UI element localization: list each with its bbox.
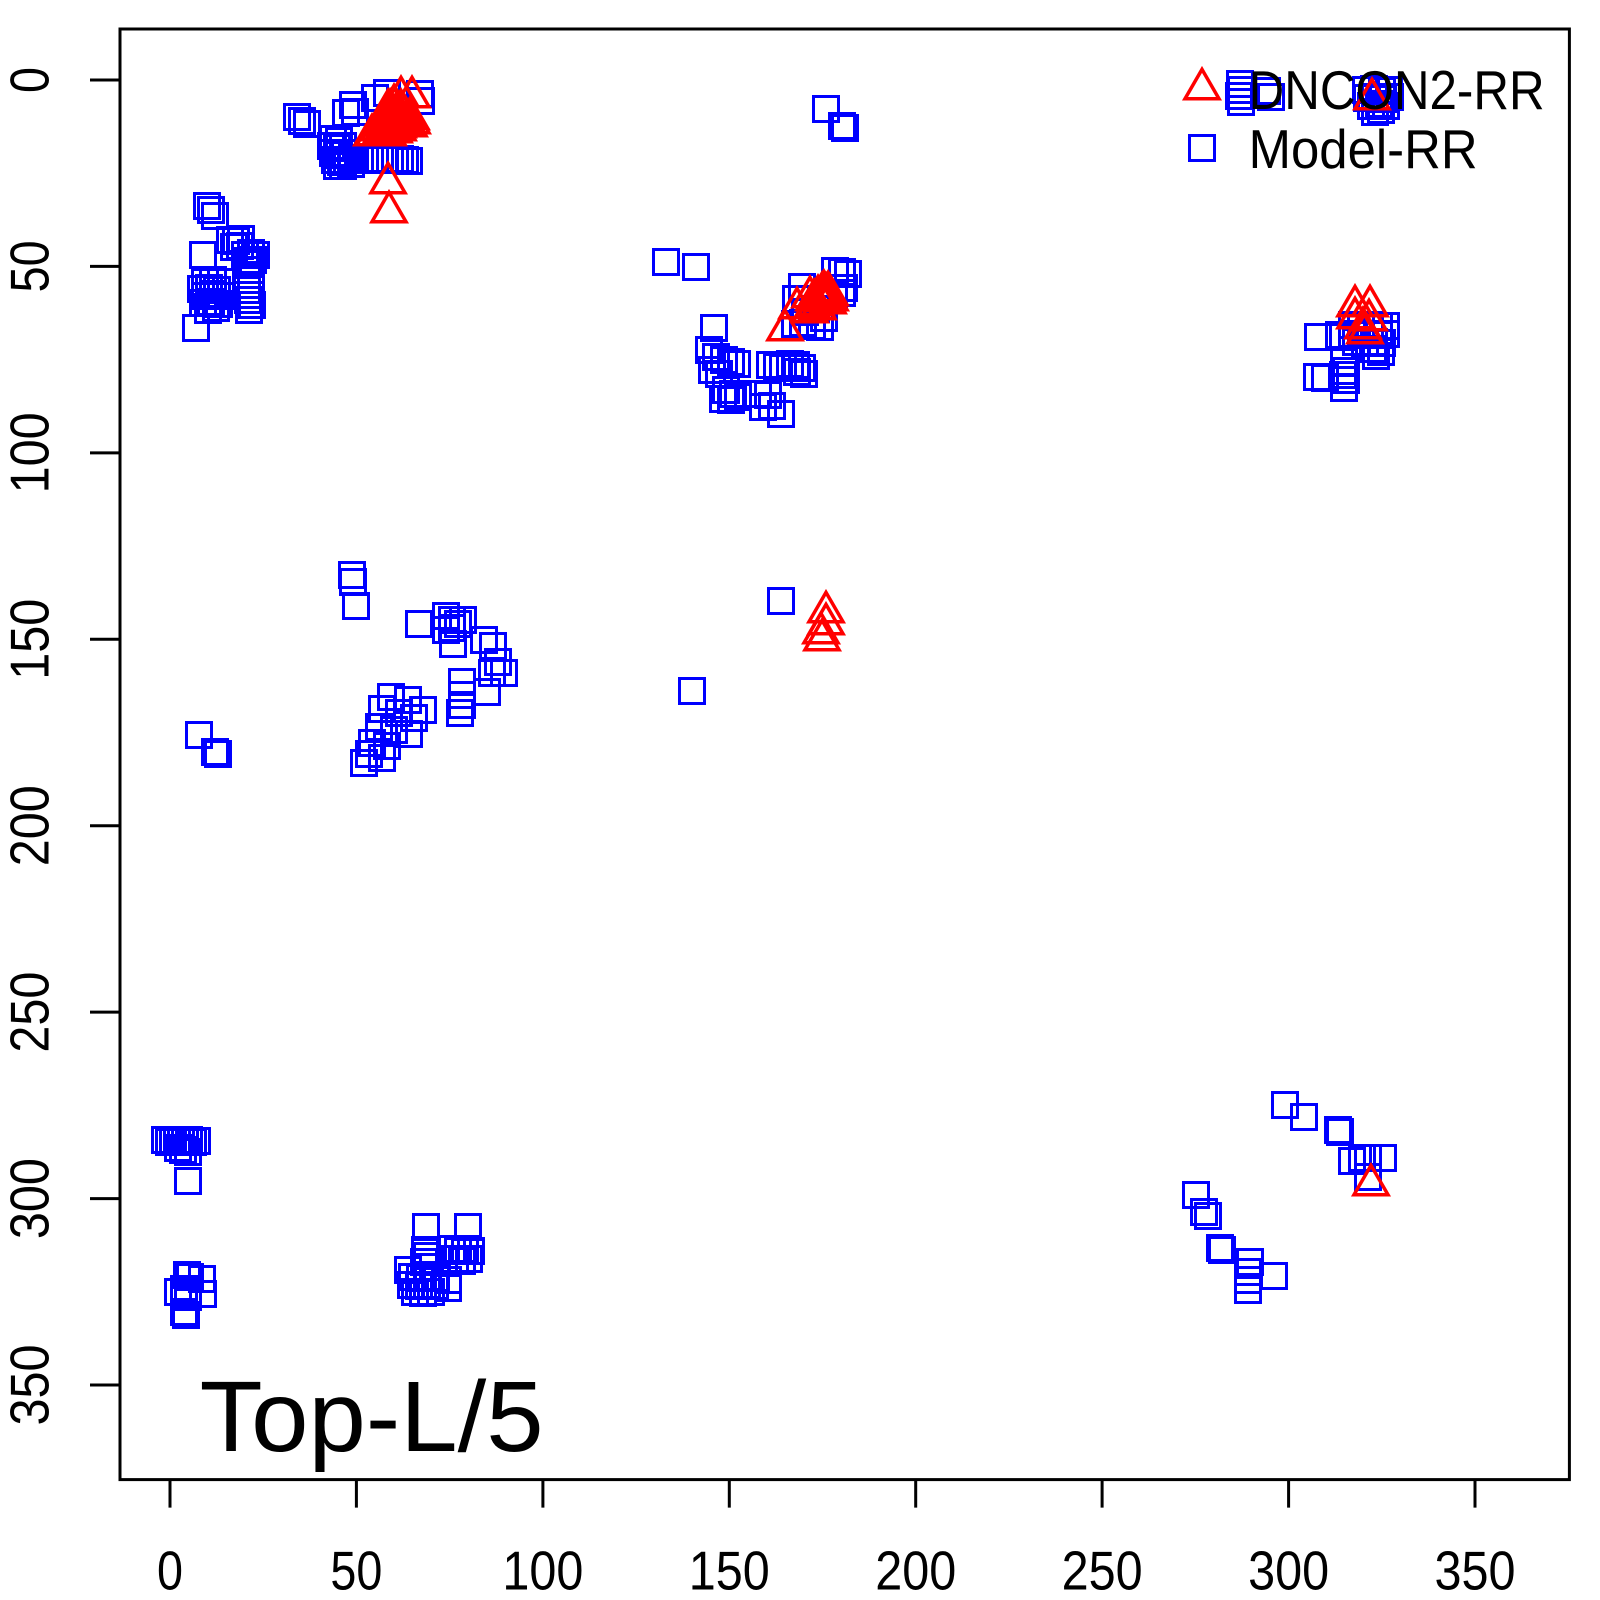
- svg-text:350: 350: [0, 1345, 61, 1426]
- svg-text:350: 350: [1435, 1539, 1516, 1600]
- svg-text:250: 250: [0, 972, 61, 1053]
- svg-text:100: 100: [502, 1539, 583, 1600]
- svg-text:100: 100: [0, 412, 61, 493]
- svg-text:DNCON2-RR: DNCON2-RR: [1249, 59, 1545, 121]
- svg-text:150: 150: [0, 599, 61, 680]
- svg-text:Model-RR: Model-RR: [1249, 118, 1478, 180]
- svg-text:50: 50: [0, 240, 61, 292]
- svg-text:Top-L/5: Top-L/5: [200, 1361, 544, 1473]
- svg-text:150: 150: [689, 1539, 770, 1600]
- svg-text:300: 300: [1248, 1539, 1329, 1600]
- svg-text:200: 200: [875, 1539, 956, 1600]
- svg-text:50: 50: [330, 1539, 382, 1600]
- svg-text:200: 200: [0, 785, 61, 866]
- svg-text:0: 0: [0, 67, 61, 93]
- svg-text:250: 250: [1062, 1539, 1143, 1600]
- svg-text:300: 300: [0, 1158, 61, 1239]
- svg-text:0: 0: [157, 1539, 183, 1600]
